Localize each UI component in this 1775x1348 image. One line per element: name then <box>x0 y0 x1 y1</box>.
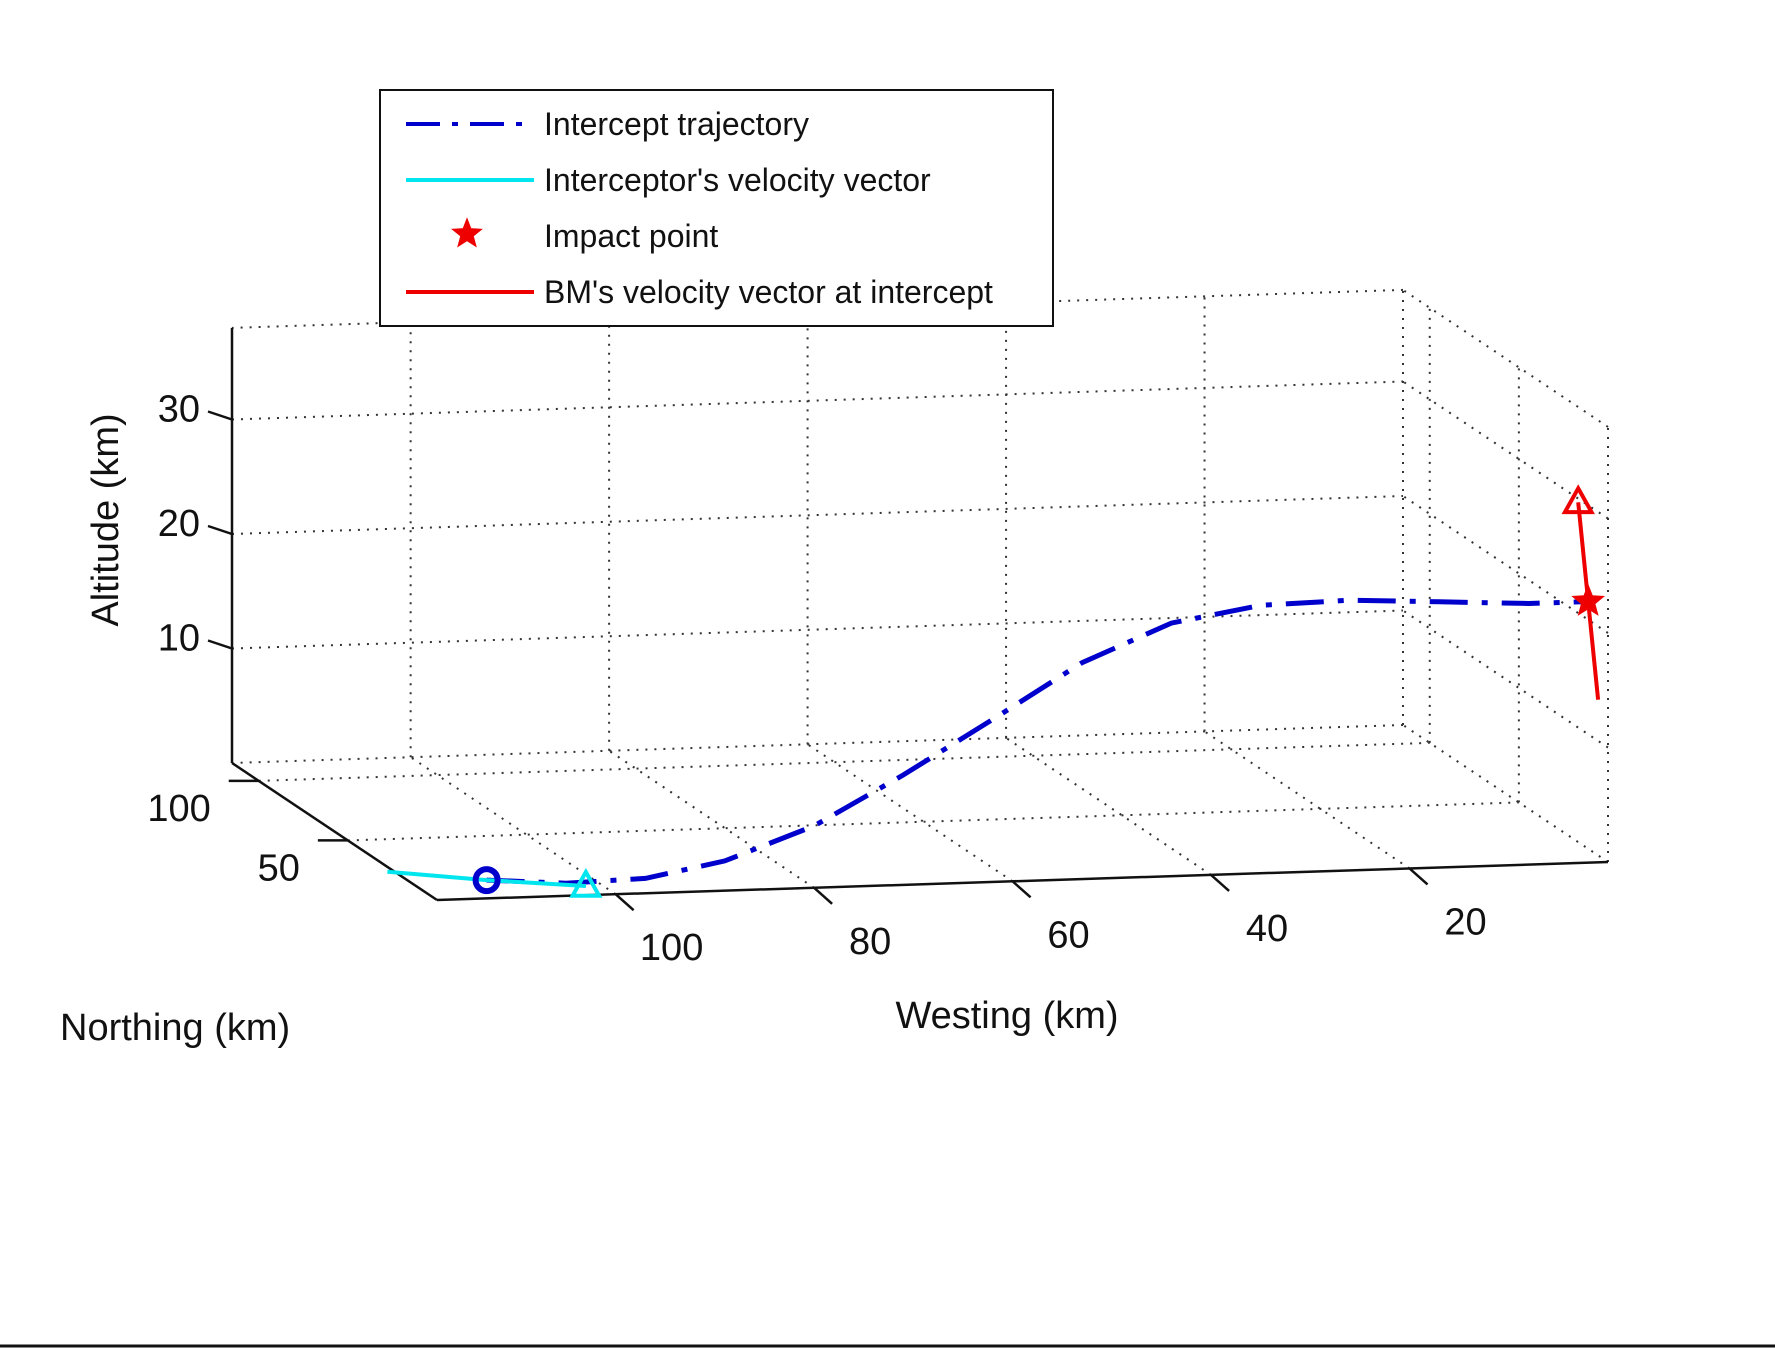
legend-swatch-star <box>451 217 483 248</box>
marker-triangle <box>1561 484 1595 515</box>
series-intercept-trajectory <box>486 597 1589 886</box>
series <box>387 502 1601 888</box>
x-axis-label: Westing (km) <box>895 995 1118 1037</box>
legend-item: Intercept trajectory <box>406 106 809 142</box>
legend-item: Interceptor's velocity vector <box>406 162 931 198</box>
legend-label: Intercept trajectory <box>544 106 809 142</box>
marker-circle <box>472 866 501 895</box>
grid-line-floor-westing <box>1203 730 1411 870</box>
y-axis-label: Northing (km) <box>60 1007 290 1049</box>
grid-line-backwall-altitude <box>231 495 1404 535</box>
x-tick-label: 20 <box>1444 901 1486 943</box>
x-tick-label: 40 <box>1246 908 1288 950</box>
z-tick-label: 30 <box>158 389 200 431</box>
legend-label: Impact point <box>544 218 718 254</box>
y-tick-label: 50 <box>258 847 300 889</box>
y-axis-line <box>231 761 438 902</box>
x-tick-mark <box>1011 880 1032 899</box>
grid <box>231 288 1609 896</box>
y-tick-label: 100 <box>147 788 210 830</box>
grid-box-edge <box>1402 724 1609 863</box>
marker-triangle <box>569 867 603 898</box>
grid-box-edge <box>231 724 1404 764</box>
z-tick-mark <box>207 524 233 536</box>
tick-labels: 100 80 60 40 20 100 50 10 20 30 <box>147 389 1486 970</box>
x-tick-mark <box>813 886 833 905</box>
legend-label: BM's velocity vector at intercept <box>544 274 993 310</box>
axes-box <box>230 327 1609 902</box>
grid-box-edge <box>1402 289 1609 428</box>
legend: Intercept trajectory Interceptor's veloci… <box>379 89 1054 327</box>
series-interceptor-s-velocity-vector <box>387 869 587 888</box>
z-tick-mark <box>207 639 233 650</box>
x-tick-mark <box>1408 867 1429 886</box>
z-tick-label: 10 <box>158 618 200 660</box>
grid-line-sidewall-altitude <box>1402 609 1609 749</box>
grid-line-floor-westing <box>608 749 815 889</box>
legend-label: Interceptor's velocity vector <box>544 162 931 198</box>
impact-point-star <box>1571 583 1605 616</box>
grid-line-floor-westing <box>1005 737 1212 876</box>
grid-line-floor-northing <box>347 801 1519 842</box>
grid-line-backwall-altitude <box>231 380 1404 421</box>
z-axis-label: Altitude (km) <box>85 413 127 626</box>
z-tick-mark <box>207 410 233 421</box>
legend-box <box>379 89 1054 327</box>
grid-line-floor-northing <box>258 741 1430 782</box>
z-tick-label: 20 <box>158 503 200 545</box>
x-tick-label: 60 <box>1047 914 1089 956</box>
x-tick-mark <box>1210 873 1230 892</box>
markers <box>472 484 1605 898</box>
legend-item: Impact point <box>451 217 718 254</box>
x-tick-label: 100 <box>640 927 703 969</box>
grid-line-backwall-altitude <box>231 609 1404 650</box>
grid-line-sidewall-altitude <box>1402 495 1609 634</box>
x-tick-mark <box>614 893 635 912</box>
x-tick-label: 80 <box>849 921 891 963</box>
grid-line-sidewall-altitude <box>1402 380 1609 520</box>
x-axis-line <box>436 860 1609 902</box>
legend-item: BM's velocity vector at intercept <box>406 274 993 310</box>
